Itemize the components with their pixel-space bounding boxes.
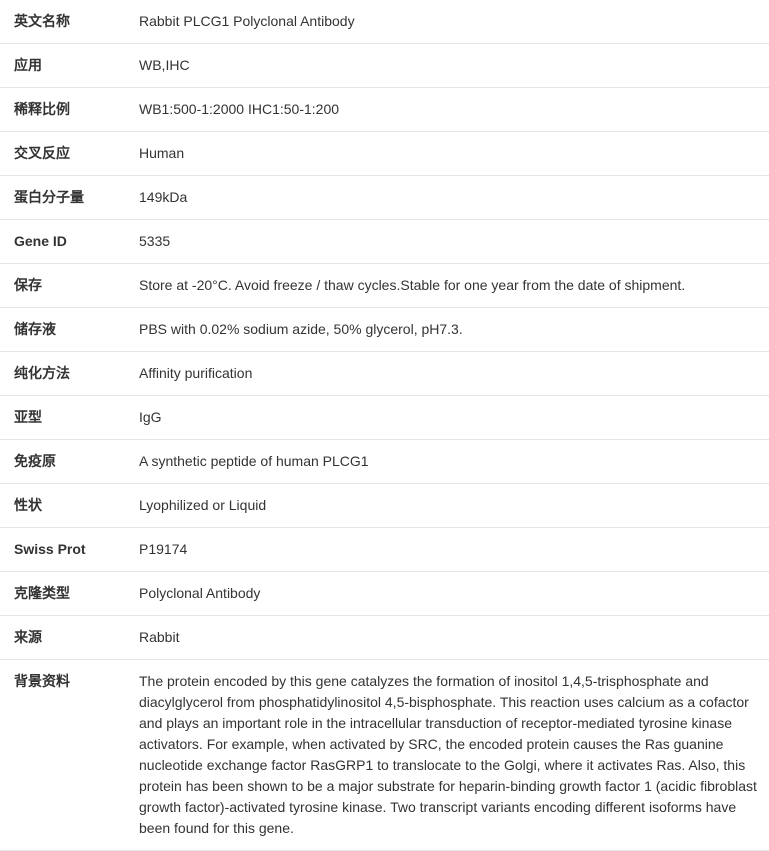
- table-row: 交叉反应 Human: [0, 132, 769, 176]
- table-row: Swiss Prot P19174: [0, 528, 769, 572]
- table-row: 来源 Rabbit: [0, 616, 769, 660]
- row-label: 储存液: [0, 308, 125, 352]
- row-label: Swiss Prot: [0, 528, 125, 572]
- table-row: Gene ID 5335: [0, 220, 769, 264]
- row-label: 稀释比例: [0, 88, 125, 132]
- table-row: 免疫原 A synthetic peptide of human PLCG1: [0, 440, 769, 484]
- table-row: 纯化方法 Affinity purification: [0, 352, 769, 396]
- row-value: The protein encoded by this gene catalyz…: [125, 660, 769, 851]
- table-row: 背景资料 The protein encoded by this gene ca…: [0, 660, 769, 851]
- row-value: Affinity purification: [125, 352, 769, 396]
- table-row: 蛋白分子量 149kDa: [0, 176, 769, 220]
- row-label: 保存: [0, 264, 125, 308]
- row-value: PBS with 0.02% sodium azide, 50% glycero…: [125, 308, 769, 352]
- row-value: WB1:500-1:2000 IHC1:50-1:200: [125, 88, 769, 132]
- row-label: 背景资料: [0, 660, 125, 851]
- row-value: Polyclonal Antibody: [125, 572, 769, 616]
- row-label: 性状: [0, 484, 125, 528]
- row-value: 5335: [125, 220, 769, 264]
- table-row: 保存 Store at -20°C. Avoid freeze / thaw c…: [0, 264, 769, 308]
- row-label: 来源: [0, 616, 125, 660]
- table-row: 性状 Lyophilized or Liquid: [0, 484, 769, 528]
- table-row: 英文名称 Rabbit PLCG1 Polyclonal Antibody: [0, 0, 769, 44]
- spec-table-body: 英文名称 Rabbit PLCG1 Polyclonal Antibody 应用…: [0, 0, 769, 851]
- row-label: 应用: [0, 44, 125, 88]
- row-value: Rabbit: [125, 616, 769, 660]
- row-value: Lyophilized or Liquid: [125, 484, 769, 528]
- table-row: 储存液 PBS with 0.02% sodium azide, 50% gly…: [0, 308, 769, 352]
- row-value: 149kDa: [125, 176, 769, 220]
- row-label: Gene ID: [0, 220, 125, 264]
- row-value: Rabbit PLCG1 Polyclonal Antibody: [125, 0, 769, 44]
- row-value: A synthetic peptide of human PLCG1: [125, 440, 769, 484]
- table-row: 克隆类型 Polyclonal Antibody: [0, 572, 769, 616]
- row-label: 纯化方法: [0, 352, 125, 396]
- row-label: 亚型: [0, 396, 125, 440]
- spec-table: 英文名称 Rabbit PLCG1 Polyclonal Antibody 应用…: [0, 0, 769, 851]
- row-label: 蛋白分子量: [0, 176, 125, 220]
- row-value: P19174: [125, 528, 769, 572]
- row-label: 英文名称: [0, 0, 125, 44]
- table-row: 稀释比例 WB1:500-1:2000 IHC1:50-1:200: [0, 88, 769, 132]
- row-label: 克隆类型: [0, 572, 125, 616]
- row-value: WB,IHC: [125, 44, 769, 88]
- row-label: 交叉反应: [0, 132, 125, 176]
- row-value: Human: [125, 132, 769, 176]
- table-row: 应用 WB,IHC: [0, 44, 769, 88]
- row-value: Store at -20°C. Avoid freeze / thaw cycl…: [125, 264, 769, 308]
- row-label: 免疫原: [0, 440, 125, 484]
- table-row: 亚型 IgG: [0, 396, 769, 440]
- row-value: IgG: [125, 396, 769, 440]
